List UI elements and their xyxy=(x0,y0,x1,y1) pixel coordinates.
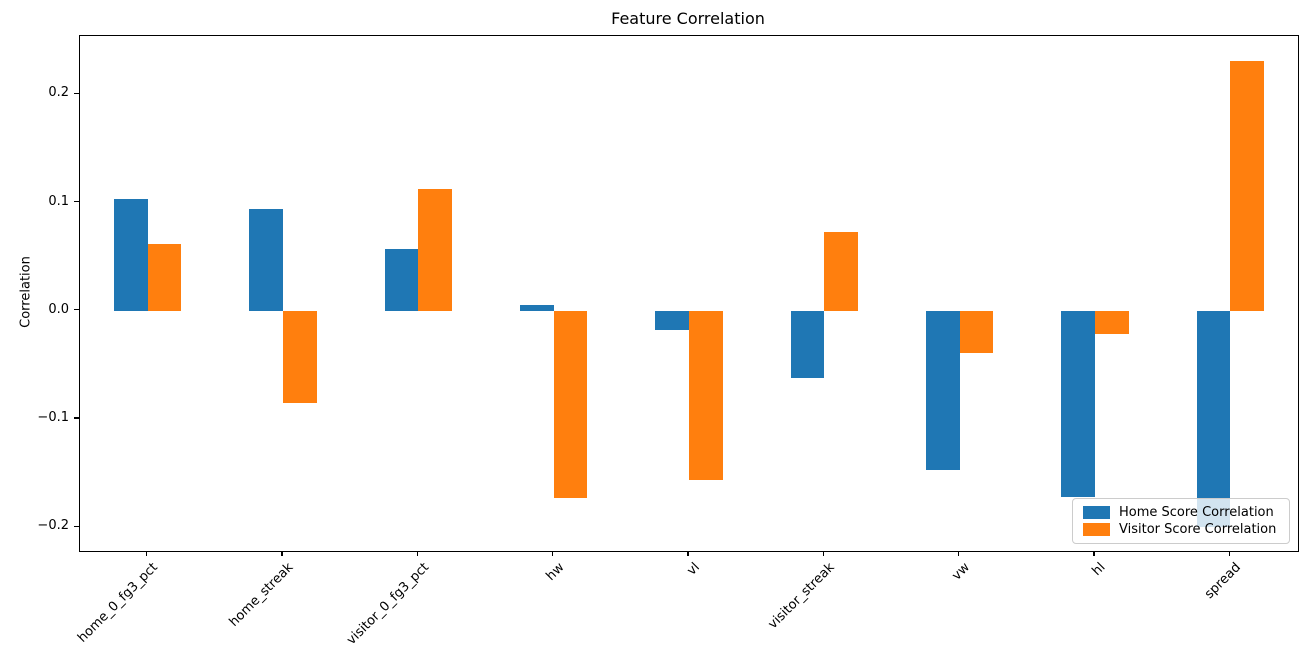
x-tick-mark xyxy=(416,551,418,556)
bar-visitor-vw xyxy=(959,310,994,353)
x-tick-label-vl: vl xyxy=(684,560,703,579)
x-tick-label-hw: hw xyxy=(543,560,568,584)
x-tick-label-spread: spread xyxy=(1202,560,1244,602)
x-tick-label-home_streak: home_streak xyxy=(226,560,297,630)
bar-visitor-vl xyxy=(689,310,723,480)
legend-label: Visitor Score Correlation xyxy=(1119,522,1277,537)
y-tick-mark xyxy=(74,201,79,203)
x-tick-label-vw: vw xyxy=(949,560,974,584)
y-tick-label: −0.1 xyxy=(37,410,69,425)
bar-visitor-visitor_streak xyxy=(824,231,859,311)
bar-visitor-hl xyxy=(1095,310,1129,334)
legend-swatch-icon xyxy=(1083,523,1110,536)
y-tick-mark xyxy=(74,525,79,527)
bar-home-hl xyxy=(1061,310,1095,497)
x-tick-label-hl: hl xyxy=(1089,560,1109,579)
bar-visitor-hw xyxy=(553,310,588,498)
legend-label: Home Score Correlation xyxy=(1119,505,1274,520)
bar-visitor-home_streak xyxy=(283,310,317,403)
x-tick-mark xyxy=(1093,551,1095,556)
legend-item: Visitor Score Correlation xyxy=(1083,522,1279,537)
bar-home-vl xyxy=(655,310,689,331)
x-tick-mark xyxy=(1228,551,1230,556)
y-tick-mark xyxy=(74,92,79,94)
bar-home-spread xyxy=(1196,310,1231,528)
bar-home-visitor_streak xyxy=(790,310,825,378)
legend-swatch-icon xyxy=(1083,506,1110,519)
x-tick-mark xyxy=(958,551,960,556)
bar-home-hw xyxy=(519,305,554,311)
x-tick-label-visitor_0_fg3_pct: visitor_0_fg3_pct xyxy=(343,560,432,649)
bar-home-visitor_0_fg3_pct xyxy=(384,249,419,311)
y-tick-label: −0.2 xyxy=(37,518,69,534)
bar-home-vw xyxy=(925,310,960,470)
bar-home-home_0_fg3_pct xyxy=(113,199,148,311)
y-tick-mark xyxy=(74,417,79,419)
x-tick-label-visitor_streak: visitor_streak xyxy=(765,560,838,633)
y-tick-label: 0.2 xyxy=(48,85,69,101)
legend-item: Home Score Correlation xyxy=(1083,505,1279,520)
x-tick-mark xyxy=(552,551,554,556)
y-tick-label: 0.1 xyxy=(48,193,69,209)
x-tick-mark xyxy=(281,551,283,556)
y-tick-mark xyxy=(74,309,79,311)
bar-visitor-home_0_fg3_pct xyxy=(147,243,182,311)
x-tick-mark xyxy=(822,551,824,556)
y-tick-label: 0.0 xyxy=(48,301,69,317)
plot-area xyxy=(79,35,1299,552)
x-tick-label-home_0_fg3_pct: home_0_fg3_pct xyxy=(75,560,162,646)
legend: Home Score Correlation Visitor Score Corr… xyxy=(1072,498,1290,544)
chart-title: Feature Correlation xyxy=(611,9,765,28)
x-tick-mark xyxy=(146,551,148,556)
bar-visitor-spread xyxy=(1230,60,1265,311)
bar-visitor-visitor_0_fg3_pct xyxy=(418,188,453,311)
x-tick-mark xyxy=(687,551,689,556)
bar-home-home_streak xyxy=(249,209,283,311)
